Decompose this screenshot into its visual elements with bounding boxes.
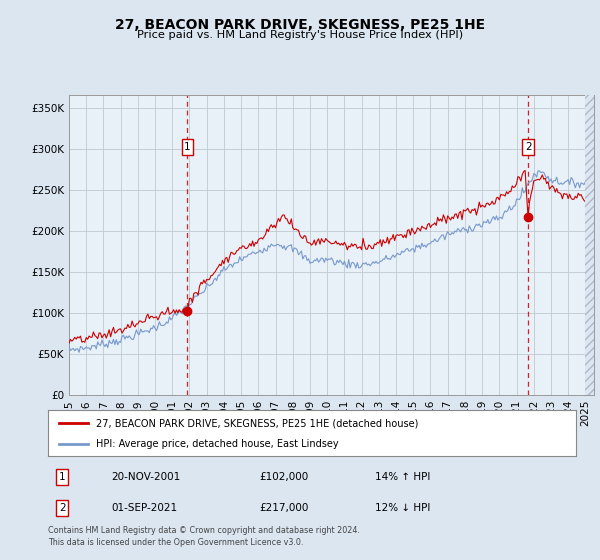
Text: 1: 1 [184,142,191,152]
Text: HPI: Average price, detached house, East Lindsey: HPI: Average price, detached house, East… [95,438,338,449]
Text: 2: 2 [59,503,65,513]
Text: £217,000: £217,000 [259,503,308,513]
Text: 27, BEACON PARK DRIVE, SKEGNESS, PE25 1HE: 27, BEACON PARK DRIVE, SKEGNESS, PE25 1H… [115,18,485,32]
Text: 2: 2 [525,142,532,152]
Text: Contains HM Land Registry data © Crown copyright and database right 2024.: Contains HM Land Registry data © Crown c… [48,526,360,535]
Bar [586,95,594,395]
Text: 20-NOV-2001: 20-NOV-2001 [112,472,181,482]
Text: 01-SEP-2021: 01-SEP-2021 [112,503,178,513]
Text: 27, BEACON PARK DRIVE, SKEGNESS, PE25 1HE (detached house): 27, BEACON PARK DRIVE, SKEGNESS, PE25 1H… [95,418,418,428]
Text: 1: 1 [59,472,65,482]
Text: £102,000: £102,000 [259,472,308,482]
Text: This data is licensed under the Open Government Licence v3.0.: This data is licensed under the Open Gov… [48,538,304,547]
Text: Price paid vs. HM Land Registry's House Price Index (HPI): Price paid vs. HM Land Registry's House … [137,30,463,40]
Text: 12% ↓ HPI: 12% ↓ HPI [376,503,431,513]
Text: 14% ↑ HPI: 14% ↑ HPI [376,472,431,482]
